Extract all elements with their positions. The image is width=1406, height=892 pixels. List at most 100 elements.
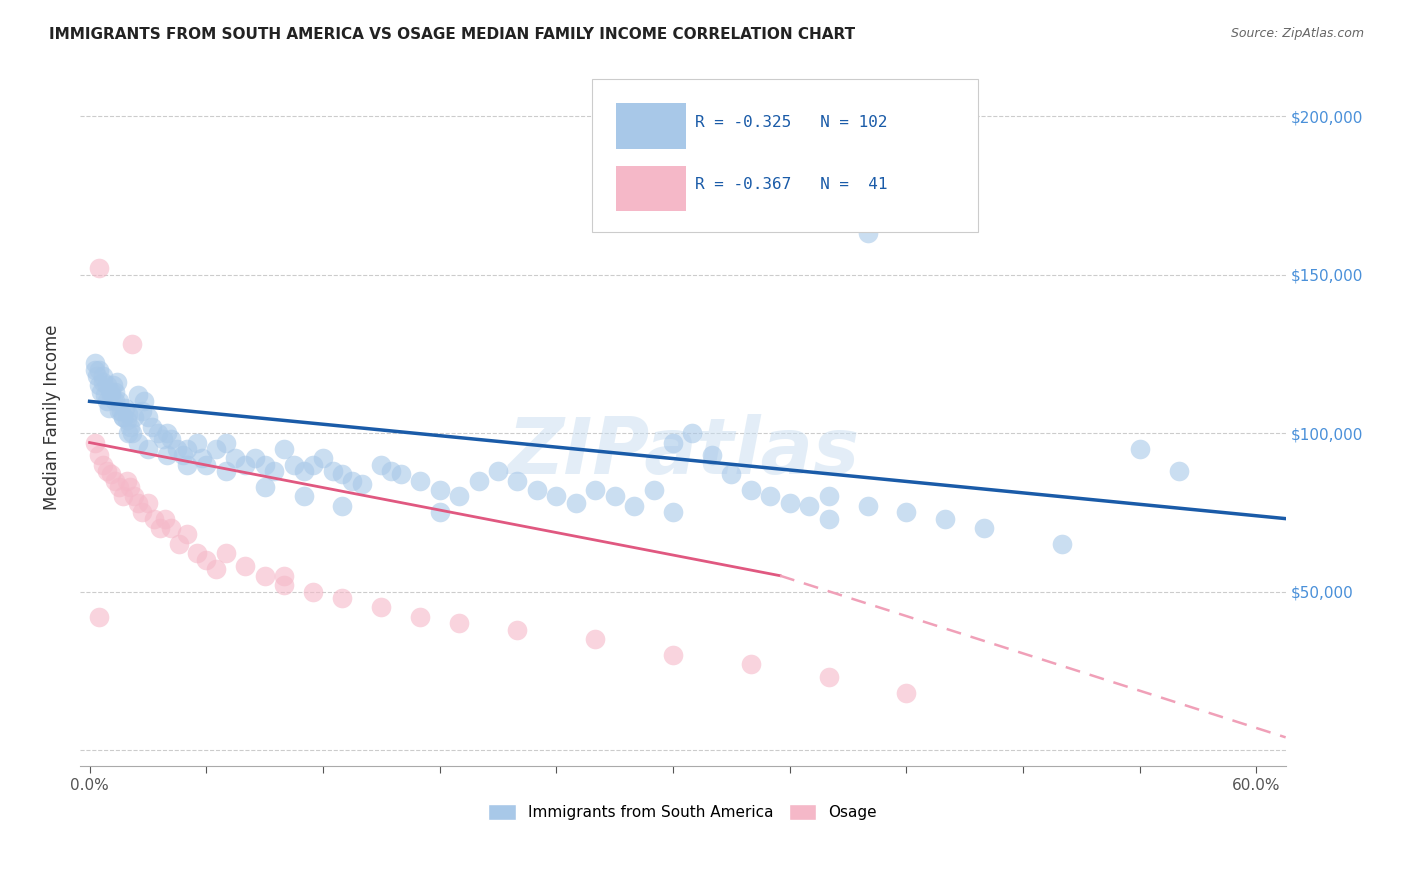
- Immigrants from South America: [340, 474, 363, 488]
- Osage: [409, 610, 432, 624]
- Immigrants from South America: [429, 505, 451, 519]
- Immigrants from South America: [107, 404, 129, 418]
- Immigrants from South America: [817, 511, 839, 525]
- Immigrants from South America: [429, 483, 451, 497]
- Immigrants from South America: [111, 410, 134, 425]
- Immigrants from South America: [292, 464, 315, 478]
- Osage: [506, 623, 529, 637]
- Immigrants from South America: [111, 410, 134, 425]
- Osage: [817, 670, 839, 684]
- Immigrants from South America: [117, 407, 139, 421]
- Osage: [233, 559, 256, 574]
- Immigrants from South America: [332, 467, 354, 482]
- Immigrants from South America: [136, 442, 159, 456]
- Text: ZIPatlas: ZIPatlas: [506, 414, 859, 490]
- Osage: [96, 464, 118, 478]
- Osage: [127, 496, 149, 510]
- Immigrants from South America: [107, 394, 129, 409]
- Immigrants from South America: [176, 458, 198, 472]
- Osage: [89, 261, 111, 276]
- Osage: [167, 537, 190, 551]
- Immigrants from South America: [104, 394, 127, 409]
- Immigrants from South America: [283, 458, 305, 472]
- Immigrants from South America: [896, 505, 918, 519]
- Osage: [89, 610, 111, 624]
- Immigrants from South America: [191, 451, 214, 466]
- Immigrants from South America: [934, 511, 956, 525]
- Immigrants from South America: [86, 369, 108, 384]
- Immigrants from South America: [700, 163, 723, 178]
- Osage: [273, 568, 295, 582]
- Immigrants from South America: [91, 376, 114, 390]
- Immigrants from South America: [120, 419, 142, 434]
- Immigrants from South America: [350, 476, 373, 491]
- Immigrants from South America: [136, 410, 159, 425]
- Immigrants from South America: [467, 474, 489, 488]
- Immigrants from South America: [409, 474, 432, 488]
- Immigrants from South America: [127, 435, 149, 450]
- Immigrants from South America: [243, 451, 266, 466]
- Immigrants from South America: [370, 458, 392, 472]
- Immigrants from South America: [799, 499, 821, 513]
- Immigrants from South America: [740, 483, 762, 497]
- Osage: [84, 435, 107, 450]
- Osage: [104, 474, 127, 488]
- FancyBboxPatch shape: [616, 166, 686, 211]
- Osage: [124, 490, 146, 504]
- Immigrants from South America: [389, 467, 412, 482]
- Osage: [160, 521, 183, 535]
- Immigrants from South America: [380, 464, 402, 478]
- Osage: [896, 686, 918, 700]
- Immigrants from South America: [104, 384, 127, 399]
- Osage: [100, 467, 122, 482]
- Osage: [215, 547, 238, 561]
- Osage: [115, 474, 138, 488]
- Text: IMMIGRANTS FROM SOUTH AMERICA VS OSAGE MEDIAN FAMILY INCOME CORRELATION CHART: IMMIGRANTS FROM SOUTH AMERICA VS OSAGE M…: [49, 27, 855, 42]
- Immigrants from South America: [131, 404, 153, 418]
- Immigrants from South America: [89, 362, 111, 376]
- Legend: Immigrants from South America, Osage: Immigrants from South America, Osage: [484, 799, 882, 824]
- Immigrants from South America: [583, 483, 606, 497]
- FancyBboxPatch shape: [616, 103, 686, 149]
- Immigrants from South America: [526, 483, 548, 497]
- Immigrants from South America: [302, 458, 325, 472]
- Osage: [302, 584, 325, 599]
- Osage: [186, 547, 208, 561]
- Immigrants from South America: [94, 388, 117, 402]
- Immigrants from South America: [101, 378, 124, 392]
- Immigrants from South America: [662, 505, 685, 519]
- Immigrants from South America: [96, 394, 118, 409]
- Osage: [149, 521, 172, 535]
- Immigrants from South America: [720, 467, 742, 482]
- Immigrants from South America: [1129, 442, 1152, 456]
- Immigrants from South America: [114, 401, 136, 415]
- Immigrants from South America: [682, 425, 704, 440]
- Immigrants from South America: [156, 448, 179, 462]
- Immigrants from South America: [84, 362, 107, 376]
- Osage: [662, 648, 685, 662]
- Immigrants from South America: [96, 378, 118, 392]
- Immigrants from South America: [141, 419, 163, 434]
- Immigrants from South America: [1050, 537, 1073, 551]
- Immigrants from South America: [779, 496, 801, 510]
- Osage: [273, 578, 295, 592]
- Immigrants from South America: [662, 435, 685, 450]
- Immigrants from South America: [292, 490, 315, 504]
- Immigrants from South America: [700, 448, 723, 462]
- Osage: [195, 553, 218, 567]
- Immigrants from South America: [565, 496, 588, 510]
- Osage: [583, 632, 606, 646]
- Immigrants from South America: [90, 384, 112, 399]
- Immigrants from South America: [172, 448, 194, 462]
- Osage: [131, 505, 153, 519]
- Immigrants from South America: [322, 464, 344, 478]
- Immigrants from South America: [132, 394, 155, 409]
- Immigrants from South America: [1167, 464, 1189, 478]
- Immigrants from South America: [546, 490, 568, 504]
- Immigrants from South America: [224, 451, 246, 466]
- Immigrants from South America: [127, 388, 149, 402]
- Immigrants from South America: [263, 464, 285, 478]
- Osage: [111, 490, 134, 504]
- Immigrants from South America: [124, 410, 146, 425]
- Osage: [121, 337, 143, 351]
